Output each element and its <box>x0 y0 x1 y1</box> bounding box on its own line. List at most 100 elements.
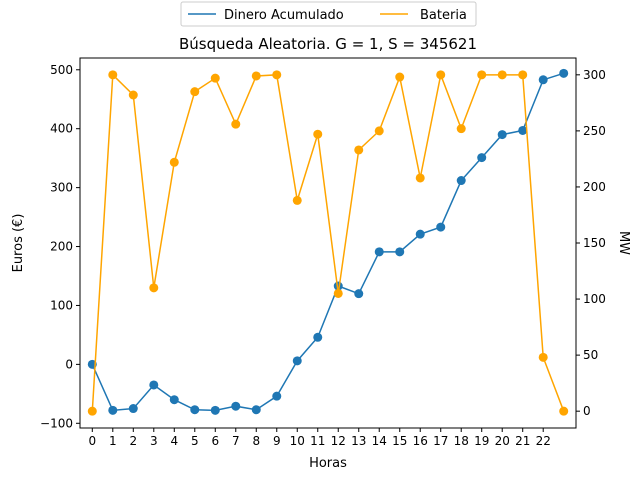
data-point-bateria <box>456 124 466 134</box>
x-tick-label: 13 <box>351 434 366 448</box>
data-point-bateria <box>477 70 487 80</box>
data-point-dinero <box>210 405 220 415</box>
data-point-dinero <box>395 247 405 257</box>
data-point-bateria <box>210 73 220 83</box>
data-point-dinero <box>108 405 118 415</box>
data-point-bateria <box>415 173 425 183</box>
y-left-tick-label: 500 <box>50 63 73 77</box>
legend-label-dinero: Dinero Acumulado <box>224 8 344 23</box>
y-left-tick-label: 100 <box>50 298 73 312</box>
y-axis-label-left: Euros (€) <box>11 214 26 273</box>
data-point-bateria <box>559 406 569 416</box>
y-axis-label-right: MW <box>616 231 631 255</box>
x-tick-label: 3 <box>150 434 158 448</box>
x-tick-label: 6 <box>211 434 219 448</box>
y-left-tick-label: 400 <box>50 122 73 136</box>
y-right-tick-label: 250 <box>583 124 606 138</box>
data-point-dinero <box>415 229 425 239</box>
y-right-tick-label: 200 <box>583 180 606 194</box>
data-point-bateria <box>272 70 282 80</box>
data-point-bateria <box>538 352 548 362</box>
data-point-dinero <box>477 153 487 163</box>
y-right-tick-label: 50 <box>583 348 598 362</box>
x-tick-label: 9 <box>273 434 281 448</box>
data-point-bateria <box>190 87 200 97</box>
series-line-dinero <box>91 72 564 412</box>
series-dinero <box>87 68 569 415</box>
data-point-bateria <box>128 90 138 100</box>
data-point-dinero <box>292 356 302 366</box>
data-point-dinero <box>436 222 446 232</box>
y-left-tick-label: −100 <box>40 416 73 430</box>
data-point-bateria <box>292 195 302 205</box>
x-tick-label: 10 <box>290 434 305 448</box>
chart-title: Búsqueda Aleatoria. G = 1, S = 345621 <box>179 35 477 53</box>
x-tick-label: 17 <box>433 434 448 448</box>
data-point-dinero <box>251 405 261 415</box>
data-point-bateria <box>374 126 384 136</box>
y-axis-left: −100 0 100 200 300 400 500 <box>40 63 80 430</box>
data-point-dinero <box>518 125 528 135</box>
x-tick-label: 22 <box>536 434 551 448</box>
x-tick-label: 12 <box>331 434 346 448</box>
x-tick-label: 15 <box>392 434 407 448</box>
data-point-bateria <box>87 406 97 416</box>
x-axis: 0 1 2 3 4 5 6 7 8 9 10 11 12 13 14 15 16 17 18 19 20 21 22 <box>88 428 551 448</box>
data-point-dinero <box>169 395 179 405</box>
data-point-bateria <box>313 129 323 139</box>
x-tick-label: 1 <box>109 434 117 448</box>
data-point-dinero <box>497 130 507 140</box>
data-point-bateria <box>497 70 507 80</box>
x-tick-label: 19 <box>474 434 489 448</box>
data-point-bateria <box>149 283 159 293</box>
x-tick-label: 4 <box>170 434 178 448</box>
x-tick-label: 0 <box>88 434 96 448</box>
x-tick-label: 7 <box>232 434 240 448</box>
y-right-tick-label: 300 <box>583 68 606 82</box>
plot-frame <box>79 57 577 429</box>
y-left-tick-label: 0 <box>65 357 73 371</box>
data-point-dinero <box>313 332 323 342</box>
legend-label-bateria: Bateria <box>420 8 467 23</box>
data-point-dinero <box>231 401 241 411</box>
data-point-bateria <box>518 70 528 80</box>
plot-area <box>87 68 569 416</box>
data-point-dinero <box>272 391 282 401</box>
data-point-bateria <box>436 70 446 80</box>
x-tick-label: 21 <box>515 434 530 448</box>
data-point-dinero <box>538 75 548 85</box>
data-point-bateria <box>333 288 343 298</box>
data-point-bateria <box>169 157 179 167</box>
legend: Dinero Acumulado Bateria <box>180 1 477 27</box>
y-right-tick-label: 0 <box>583 404 591 418</box>
x-tick-label: 5 <box>191 434 199 448</box>
x-axis-label: Horas <box>309 456 347 471</box>
x-tick-label: 18 <box>454 434 469 448</box>
y-left-tick-label: 300 <box>50 181 73 195</box>
y-axis-right: 0 50 100 150 200 250 300 <box>576 68 606 418</box>
series-line-bateria <box>91 72 565 412</box>
data-point-bateria <box>108 70 118 80</box>
data-point-dinero <box>190 405 200 415</box>
x-tick-label: 16 <box>413 434 428 448</box>
data-point-dinero <box>354 289 364 299</box>
data-point-dinero <box>559 68 569 78</box>
data-point-dinero <box>149 380 159 390</box>
series-bateria <box>87 70 569 416</box>
data-point-bateria <box>354 145 364 155</box>
x-tick-label: 11 <box>310 434 325 448</box>
data-point-bateria <box>251 71 261 81</box>
data-point-dinero <box>128 404 138 414</box>
data-point-dinero <box>456 176 466 186</box>
data-point-bateria <box>231 119 241 129</box>
data-point-bateria <box>395 72 405 82</box>
data-point-dinero <box>333 281 343 291</box>
data-point-dinero <box>374 247 384 257</box>
y-left-tick-label: 200 <box>50 240 73 254</box>
x-tick-label: 2 <box>129 434 137 448</box>
x-tick-label: 8 <box>252 434 260 448</box>
x-tick-label: 14 <box>372 434 387 448</box>
legend-box <box>180 1 477 27</box>
y-right-tick-label: 150 <box>583 236 606 250</box>
